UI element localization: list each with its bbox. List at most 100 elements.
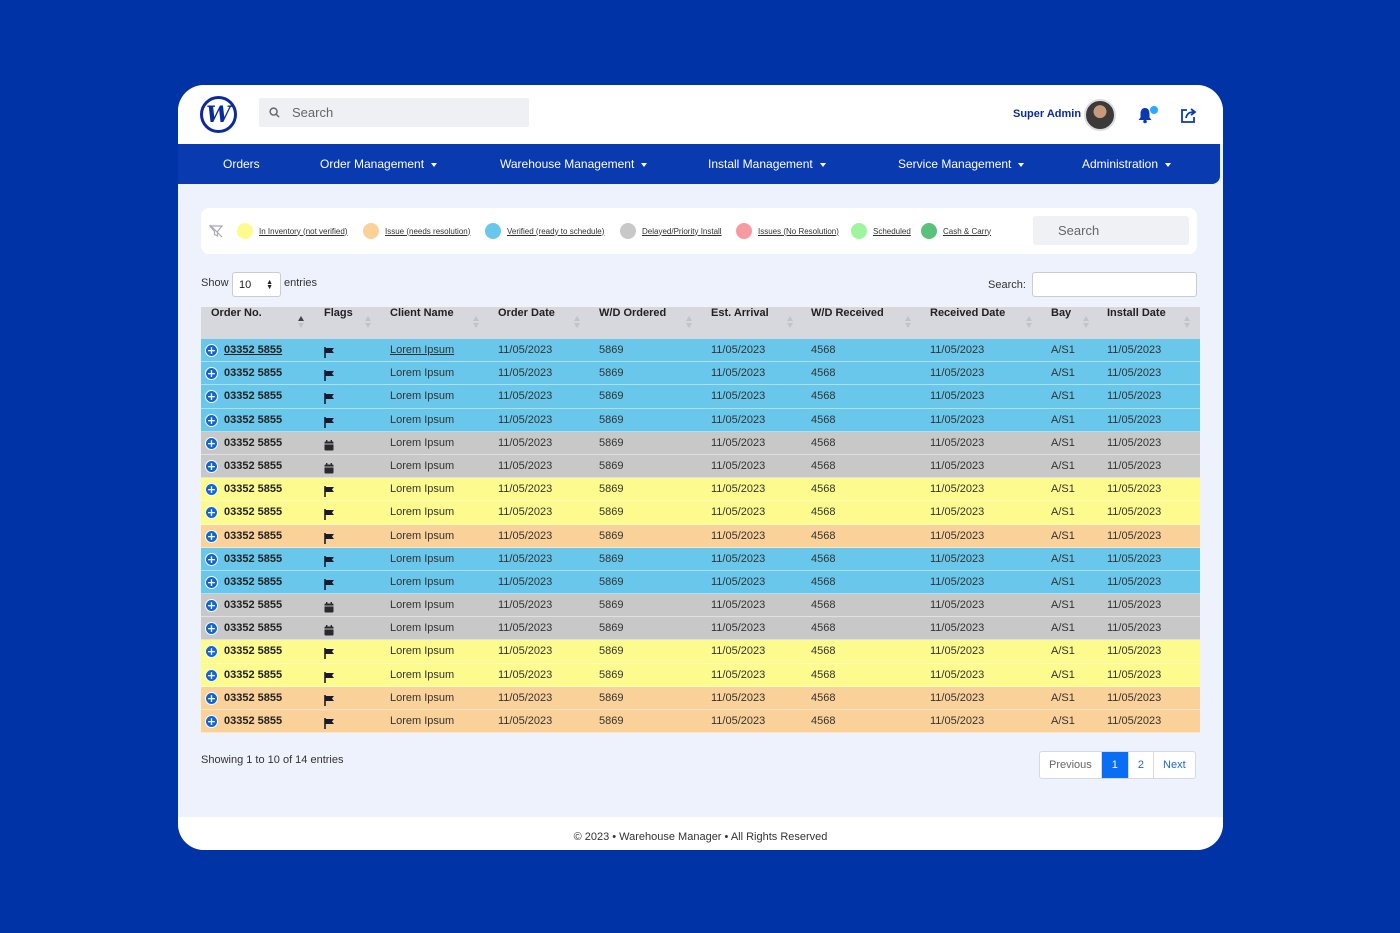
pagination-page-1[interactable]: 1 [1100, 752, 1128, 778]
legend-search-box[interactable] [1033, 216, 1223, 245]
expand-row-icon[interactable]: + [205, 552, 218, 566]
expand-row-icon[interactable]: + [205, 367, 218, 381]
sort-icon[interactable] [298, 316, 305, 328]
column-header[interactable]: Order Date [498, 307, 555, 319]
column-header[interactable]: Received Date [930, 307, 1006, 319]
nav-administration[interactable]: Administration [1082, 144, 1172, 184]
expand-row-icon[interactable]: + [205, 645, 218, 659]
legend-dot [736, 223, 752, 239]
legend-scheduled[interactable]: Scheduled [851, 223, 911, 239]
table-row[interactable]: +03352 5855 Lorem Ipsum 11/05/2023 5869 11/0… [201, 362, 1200, 386]
bell-icon[interactable] [1136, 106, 1154, 124]
share-icon[interactable] [1179, 106, 1198, 125]
cell-client[interactable]: Lorem Ipsum [390, 344, 455, 356]
cell-order: 03352 5855 [224, 622, 283, 635]
pagination-next[interactable]: Next [1153, 752, 1195, 778]
cell-wd-received: 4568 [811, 668, 836, 681]
sort-icon[interactable] [1083, 316, 1090, 328]
pagination-previous[interactable]: Previous [1049, 759, 1092, 771]
legend-label[interactable]: Issue (needs resolution) [385, 226, 471, 236]
expand-row-icon[interactable]: + [205, 436, 218, 450]
table-row[interactable]: +03352 5855 Lorem Ipsum 11/05/2023 5869 11/0… [201, 408, 1200, 432]
table-row[interactable]: +03352 5855 Lorem Ipsum 11/05/2023 5869 11/0… [201, 431, 1200, 455]
expand-row-icon[interactable]: + [205, 529, 218, 543]
filter-off-icon[interactable] [209, 224, 223, 238]
expand-row-icon[interactable]: + [205, 668, 218, 682]
entries-select[interactable]: 10 ▲ ▼ [232, 272, 281, 297]
sort-icon[interactable] [365, 316, 372, 328]
table-row[interactable]: +03352 5855 Lorem Ipsum 11/05/2023 5869 11/0… [201, 524, 1200, 548]
expand-row-icon[interactable]: + [205, 459, 218, 473]
column-header[interactable]: W/D Ordered [599, 307, 667, 319]
legend-label[interactable]: Scheduled [873, 226, 911, 236]
sort-icon[interactable] [574, 316, 581, 328]
cell-order[interactable]: 03352 5855 [224, 344, 283, 356]
table-row[interactable]: +03352 5855 Lorem Ipsum 11/05/2023 5869 11/0… [201, 547, 1200, 571]
legend-label[interactable]: Cash & Carry [943, 226, 992, 236]
expand-row-icon[interactable]: + [205, 483, 218, 497]
table-row[interactable]: +03352 5855 Lorem Ipsum 11/05/2023 5869 11/0… [201, 385, 1200, 409]
top-search-box[interactable] [259, 98, 529, 127]
legend-cash-carry[interactable]: Cash & Carry [921, 223, 991, 239]
legend-issues-no-resolution[interactable]: Issues (No Resolution) [736, 223, 839, 239]
logo-icon[interactable]: W [200, 96, 237, 133]
column-header[interactable]: Install Date [1107, 307, 1166, 319]
expand-row-icon[interactable]: + [205, 691, 218, 705]
expand-row-icon[interactable]: + [205, 506, 218, 520]
expand-row-icon[interactable]: + [205, 575, 218, 589]
column-header[interactable]: Bay [1051, 307, 1072, 319]
column-header[interactable]: W/D Received [811, 307, 884, 319]
legend-delayed[interactable]: Delayed/Priority Install [620, 223, 722, 239]
legend-label[interactable]: In Inventory (not verified) [259, 226, 348, 236]
calendar-icon [324, 623, 334, 641]
table-row[interactable]: +03352 5855 Lorem Ipsum 11/05/2023 5869 11/0… [201, 594, 1200, 618]
cell-bay: A/S1 [1051, 436, 1075, 449]
expand-row-icon[interactable]: + [205, 622, 218, 636]
table-row[interactable]: +03352 5855 Lorem Ipsum 11/05/2023 5869 11/0… [201, 478, 1200, 502]
column-header[interactable]: Client Name [390, 307, 454, 319]
table-row[interactable]: +03352 5855 Lorem Ipsum 11/05/2023 5869 11/0… [201, 339, 1200, 363]
nav-orders[interactable]: Orders [223, 144, 260, 184]
table-row[interactable]: +03352 5855 Lorem Ipsum 11/05/2023 5869 11/0… [201, 570, 1200, 595]
expand-row-icon[interactable]: + [205, 344, 218, 357]
legend-label[interactable]: Verified (ready to schedule) [507, 226, 605, 236]
table-row[interactable]: +03352 5855 Lorem Ipsum 11/05/2023 5869 11/0… [201, 663, 1200, 687]
legend-label[interactable]: Delayed/Priority Install [642, 226, 722, 236]
legend-search-input[interactable] [1058, 223, 1223, 238]
sort-icon[interactable] [1184, 316, 1191, 328]
cell-received-date: 11/05/2023 [930, 483, 985, 496]
table-row[interactable]: +03352 5855 Lorem Ipsum 11/05/2023 5869 11/0… [201, 710, 1200, 734]
sort-icon[interactable] [473, 316, 480, 328]
legend-label[interactable]: Issues (No Resolution) [758, 226, 839, 236]
user-name[interactable]: Super Admin [1013, 108, 1082, 120]
expand-row-icon[interactable]: + [205, 599, 218, 613]
nav-install-management[interactable]: Install Management [708, 144, 826, 184]
table-row[interactable]: +03352 5855 Lorem Ipsum 11/05/2023 5869 11/0… [201, 686, 1200, 710]
table-search-input[interactable] [1032, 272, 1197, 297]
legend-verified[interactable]: Verified (ready to schedule) [485, 223, 604, 239]
avatar[interactable] [1084, 99, 1116, 131]
expand-row-icon[interactable]: + [205, 715, 218, 728]
nav-service-management[interactable]: Service Management [898, 144, 1025, 184]
sort-icon[interactable] [787, 316, 794, 328]
table-row[interactable]: +03352 5855 Lorem Ipsum 11/05/2023 5869 11/0… [201, 454, 1200, 479]
cell-install-date: 11/05/2023 [1107, 715, 1162, 727]
legend-in-inventory[interactable]: In Inventory (not verified) [237, 223, 347, 239]
column-header[interactable]: Flags [324, 307, 353, 319]
pagination-page-2[interactable]: 2 [1127, 752, 1153, 778]
column-header[interactable]: Est. Arrival [711, 307, 769, 319]
table-row[interactable]: +03352 5855 Lorem Ipsum 11/05/2023 5869 11/0… [201, 617, 1200, 641]
nav-order-management[interactable]: Order Management [320, 144, 438, 184]
legend-issue[interactable]: Issue (needs resolution) [363, 223, 470, 239]
column-header[interactable]: Order No. [211, 307, 262, 319]
flag-icon [324, 646, 335, 664]
sort-icon[interactable] [1026, 316, 1033, 328]
table-row[interactable]: +03352 5855 Lorem Ipsum 11/05/2023 5869 11/0… [201, 640, 1200, 664]
expand-row-icon[interactable]: + [205, 390, 218, 404]
sort-icon[interactable] [686, 316, 693, 328]
nav-warehouse-management[interactable]: Warehouse Management [500, 144, 648, 184]
top-search-input[interactable] [292, 105, 492, 120]
sort-icon[interactable] [905, 316, 912, 328]
table-row[interactable]: +03352 5855 Lorem Ipsum 11/05/2023 5869 11/0… [201, 501, 1200, 525]
expand-row-icon[interactable]: + [205, 413, 218, 427]
